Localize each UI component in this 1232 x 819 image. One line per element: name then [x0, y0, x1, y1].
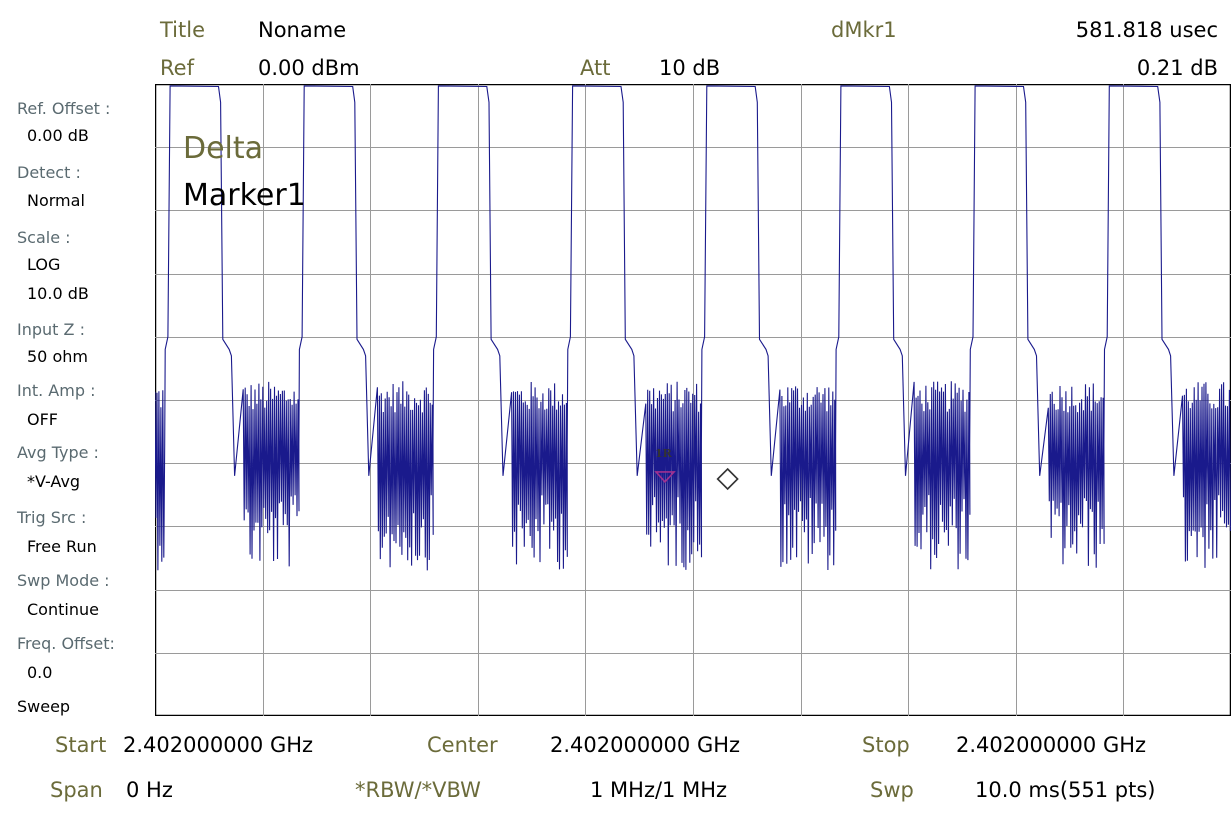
span-value: 0 Hz	[126, 778, 173, 802]
delta-marker-diamond-icon	[716, 467, 739, 491]
swp-value: 10.0 ms(551 pts)	[975, 778, 1156, 802]
marker-layer: 1R	[654, 447, 739, 491]
scale-label: Scale :	[17, 228, 71, 247]
stop-label: Stop	[862, 733, 910, 757]
input-z-label: Input Z :	[17, 320, 85, 339]
swp-mode-value: Continue	[27, 600, 99, 619]
input-z-value: 50 ohm	[27, 347, 88, 366]
dmkr-level-value: 0.21 dB	[1136, 56, 1218, 80]
att-value: 10 dB	[659, 56, 721, 80]
title-label: Title	[160, 18, 206, 42]
start-label: Start	[55, 733, 107, 757]
trig-src-label: Trig Src :	[17, 508, 87, 527]
spectrum-display: 1R	[155, 84, 1231, 716]
span-label: Span	[50, 778, 103, 802]
marker-name-text: Marker1	[183, 178, 306, 213]
sweep-label: Sweep	[17, 697, 71, 716]
dmkr-time-value: 581.818 usec	[1075, 18, 1218, 42]
ref-offset-label: Ref. Offset :	[17, 99, 111, 118]
detect-label: Detect :	[17, 163, 81, 182]
rbw-vbw-value: 1 MHz/1 MHz	[590, 778, 728, 802]
stop-value: 2.402000000 GHz	[956, 733, 1147, 757]
dmkr-label: dMkr1	[831, 18, 897, 42]
int-amp-value: OFF	[27, 410, 58, 429]
marker-1r-tag: 1R	[655, 447, 673, 460]
att-label: Att	[580, 56, 611, 80]
freq-offset-value: 0.0	[27, 663, 53, 682]
title-value: Noname	[258, 18, 347, 42]
ref-value: 0.00 dBm	[258, 56, 360, 80]
sweep-trace	[155, 85, 1231, 571]
freq-offset-label: Freq. Offset:	[17, 634, 115, 653]
ref-label: Ref	[160, 56, 194, 80]
int-amp-label: Int. Amp :	[17, 381, 96, 400]
avg-type-value: *V-Avg	[27, 472, 81, 491]
scale-div-value: 10.0 dB	[27, 284, 89, 303]
trig-src-value: Free Run	[27, 537, 97, 556]
avg-type-label: Avg Type :	[17, 443, 99, 462]
detect-value: Normal	[27, 191, 85, 210]
swp-label: Swp	[870, 778, 914, 802]
center-label: Center	[427, 733, 498, 757]
rbw-vbw-label: *RBW/*VBW	[355, 778, 481, 802]
swp-mode-label: Swp Mode :	[17, 571, 110, 590]
start-value: 2.402000000 GHz	[123, 733, 314, 757]
marker-mode-text: Delta	[183, 131, 264, 166]
ref-offset-value: 0.00 dB	[27, 126, 89, 145]
scale-type-value: LOG	[27, 255, 61, 274]
center-value: 2.402000000 GHz	[550, 733, 741, 757]
marker-1r-triangle-icon	[654, 471, 676, 484]
